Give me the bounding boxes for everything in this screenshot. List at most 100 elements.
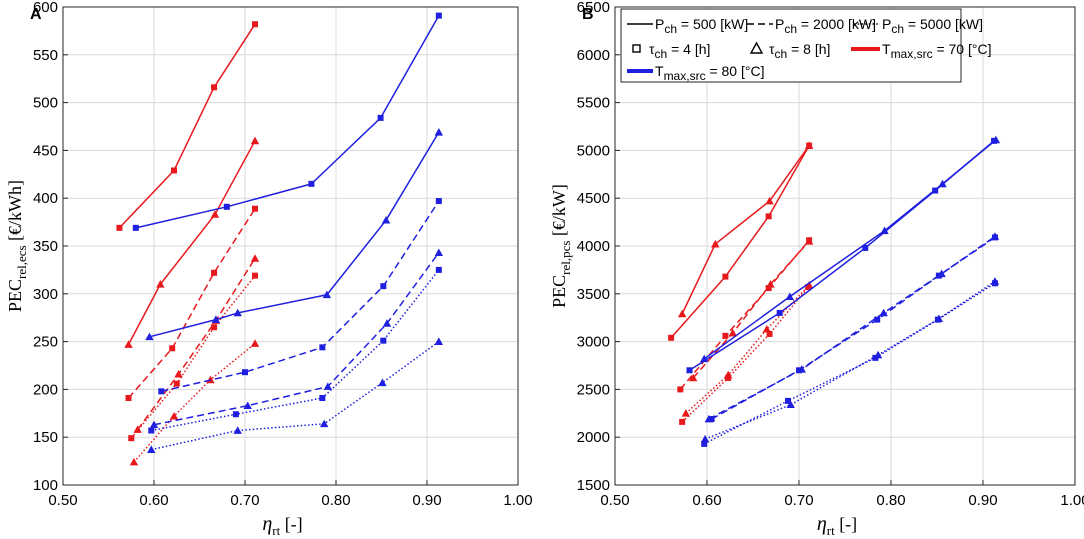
data-point: [174, 369, 183, 378]
data-point: [250, 254, 260, 262]
legend-entry: Tmax,src = 70 [°C]: [882, 41, 991, 61]
data-point: [223, 203, 230, 210]
x-tick-label: 0.70: [230, 492, 259, 509]
series: [689, 237, 814, 382]
series-line: [127, 140, 256, 345]
series: [125, 205, 259, 402]
data-point: [700, 354, 709, 363]
tick-labels: 0.50 0.60 0.70 0.80 0.90 1.00 1500 2000 2500 3000…: [577, 0, 1084, 509]
data-point: [133, 425, 142, 433]
y-tick-label: 3000: [577, 334, 610, 351]
data-point: [776, 309, 783, 316]
x-tick-label: 0.80: [321, 492, 350, 509]
series: [145, 128, 444, 341]
data-point: [319, 344, 326, 351]
panel-label: A: [30, 6, 42, 23]
legend-box: [620, 8, 962, 83]
data-point: [804, 280, 814, 289]
series: [681, 280, 814, 417]
data-point: [681, 409, 691, 417]
series-line: [681, 145, 810, 315]
y-tick-label: 450: [33, 142, 58, 159]
data-point: [435, 12, 442, 19]
data-point: [990, 277, 1000, 285]
series: [148, 266, 442, 434]
data-point: [323, 382, 333, 390]
data-point: [211, 324, 218, 331]
data-point: [704, 414, 714, 423]
data-point: [786, 400, 795, 409]
legend-marker: [632, 44, 641, 53]
x-axis-label: ηrt [-]: [262, 513, 302, 538]
series: [124, 136, 260, 348]
data-point: [250, 339, 260, 347]
series: [147, 337, 444, 453]
data-point: [232, 411, 239, 418]
data-point: [797, 365, 806, 373]
series-line: [127, 208, 256, 399]
data-point: [435, 266, 442, 273]
x-tick-label: 1.00: [503, 492, 532, 509]
data-point: [991, 135, 1001, 144]
data-point: [252, 21, 259, 28]
data-point: [319, 419, 329, 428]
series: [158, 198, 442, 395]
data-point: [765, 213, 772, 220]
legend: Pch = 500 [kW] Pch = 2000 [kW] Pch = 5000 …: [620, 8, 991, 83]
x-axis-label: ηrt [-]: [817, 513, 857, 538]
data-point: [728, 328, 737, 337]
data-point: [700, 434, 710, 443]
y-tick-label: 550: [33, 47, 58, 64]
y-tick-label: 350: [33, 238, 58, 255]
y-tick-label: 5000: [577, 142, 610, 159]
series: [704, 232, 1000, 423]
data-point: [668, 334, 675, 341]
data-point: [124, 340, 133, 348]
series: [677, 141, 814, 318]
y-tick-label: 2500: [577, 381, 610, 398]
legend-entry: Pch = 500 [kW]: [655, 16, 748, 36]
data-point: [990, 232, 1000, 240]
data-point: [762, 324, 771, 333]
series-line: [130, 275, 256, 439]
data-point: [784, 397, 791, 404]
data-point: [723, 370, 733, 379]
x-tick-label: 0.80: [876, 492, 905, 509]
series: [116, 21, 259, 231]
data-point: [156, 280, 165, 288]
chart-panel-b: 0.50 0.60 0.70 0.80 0.90 1.00 1500 2000 2500 3000…: [549, 0, 1084, 538]
x-tick-label: 0.50: [48, 492, 77, 509]
data-point: [380, 337, 387, 344]
y-tick-label: 4500: [577, 190, 610, 207]
y-tick-label: 2000: [577, 429, 610, 446]
data-point: [766, 330, 773, 337]
data-point: [879, 308, 888, 317]
data-point: [132, 224, 139, 231]
y-axis-label: PECrel,ecs [€/kWh]: [5, 180, 29, 312]
y-tick-label: 4000: [577, 238, 610, 255]
data-point: [677, 309, 687, 318]
data-point: [233, 426, 242, 434]
series-group: [668, 135, 1001, 447]
data-point: [250, 136, 260, 145]
data-point: [171, 167, 178, 174]
data-point: [862, 244, 869, 251]
data-point: [677, 386, 684, 393]
series-line: [670, 145, 810, 339]
series-line: [118, 23, 256, 229]
data-point: [381, 215, 391, 224]
data-point: [211, 315, 221, 323]
data-point: [382, 319, 392, 327]
series: [128, 272, 259, 442]
series: [700, 135, 1001, 363]
data-point: [243, 401, 252, 410]
y-tick-label: 500: [33, 95, 58, 112]
x-tick-label: 0.90: [968, 492, 997, 509]
data-point: [434, 128, 444, 136]
gridlines: [615, 7, 1075, 485]
x-tick-label: 0.90: [412, 492, 441, 509]
data-point: [722, 273, 729, 280]
data-point: [158, 388, 165, 395]
y-tick-label: 6000: [577, 47, 610, 64]
x-tick-label: 0.50: [600, 492, 629, 509]
